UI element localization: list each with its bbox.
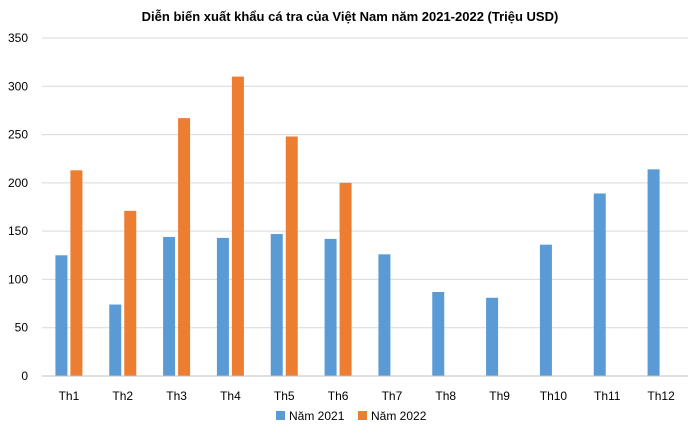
bar-series-1-th12 bbox=[647, 169, 660, 376]
bar-series-1-th7 bbox=[378, 254, 391, 376]
bar-series-1-th8 bbox=[432, 291, 445, 376]
bar-series-1-th6 bbox=[324, 238, 337, 376]
y-tick-label: 0 bbox=[21, 369, 28, 383]
x-tick-label: Th4 bbox=[220, 389, 241, 403]
bar-series-2-th1 bbox=[70, 170, 83, 376]
x-tick-label: Th2 bbox=[112, 389, 133, 403]
x-tick-label: Th9 bbox=[489, 389, 510, 403]
y-tick-label: 200 bbox=[8, 176, 28, 190]
bar-series-1-th11 bbox=[593, 193, 606, 376]
legend-label: Năm 2021 bbox=[289, 409, 345, 423]
x-axis-tick-labels: Th1 Th2 Th3 Th4 Th5 Th6 Th7 Th8 Th9 Th10 Th11 Th12 bbox=[59, 389, 676, 403]
x-tick-label: Th8 bbox=[435, 389, 456, 403]
x-tick-label: Th5 bbox=[274, 389, 295, 403]
x-tick-label: Th11 bbox=[594, 389, 621, 403]
bar-series-1-th2 bbox=[109, 304, 122, 376]
x-tick-label: Th10 bbox=[540, 389, 568, 403]
y-axis-tick-labels: 0 50 100 150 200 250 300 350 bbox=[8, 31, 28, 383]
bar-series-1-th9 bbox=[486, 297, 499, 376]
chart-title: Diễn biến xuất khẩu cá tra của Việt Nam … bbox=[142, 9, 559, 24]
y-tick-label: 250 bbox=[8, 128, 28, 142]
bar-series-2-th3 bbox=[178, 118, 191, 376]
legend: Năm 2021 Năm 2022 bbox=[276, 409, 427, 423]
legend-swatch bbox=[276, 411, 285, 420]
x-tick-label: Th1 bbox=[59, 389, 80, 403]
bar-series-2-th6 bbox=[339, 182, 352, 376]
grid-lines bbox=[42, 37, 688, 329]
bar-series-1-th10 bbox=[539, 244, 552, 376]
bar-series-2-th4 bbox=[231, 76, 244, 376]
x-tick-label: Th7 bbox=[382, 389, 403, 403]
x-tick-label: Th6 bbox=[328, 389, 349, 403]
x-tick-label: Th12 bbox=[647, 389, 675, 403]
bar-series-1-th3 bbox=[163, 236, 176, 376]
bar-series-2-th5 bbox=[285, 136, 298, 376]
bar-series-1-th5 bbox=[270, 234, 283, 376]
bars bbox=[55, 76, 660, 376]
y-tick-label: 100 bbox=[8, 272, 28, 286]
bar-series-1-th1 bbox=[55, 255, 68, 376]
y-tick-label: 50 bbox=[15, 321, 29, 335]
legend-label: Năm 2022 bbox=[371, 409, 427, 423]
x-tick-label: Th3 bbox=[166, 389, 187, 403]
bar-series-2-th2 bbox=[124, 210, 137, 376]
bar-series-1-th4 bbox=[216, 237, 229, 376]
y-tick-label: 150 bbox=[8, 224, 28, 238]
y-tick-label: 300 bbox=[8, 79, 28, 93]
y-tick-label: 350 bbox=[8, 31, 28, 45]
legend-swatch bbox=[358, 411, 367, 420]
